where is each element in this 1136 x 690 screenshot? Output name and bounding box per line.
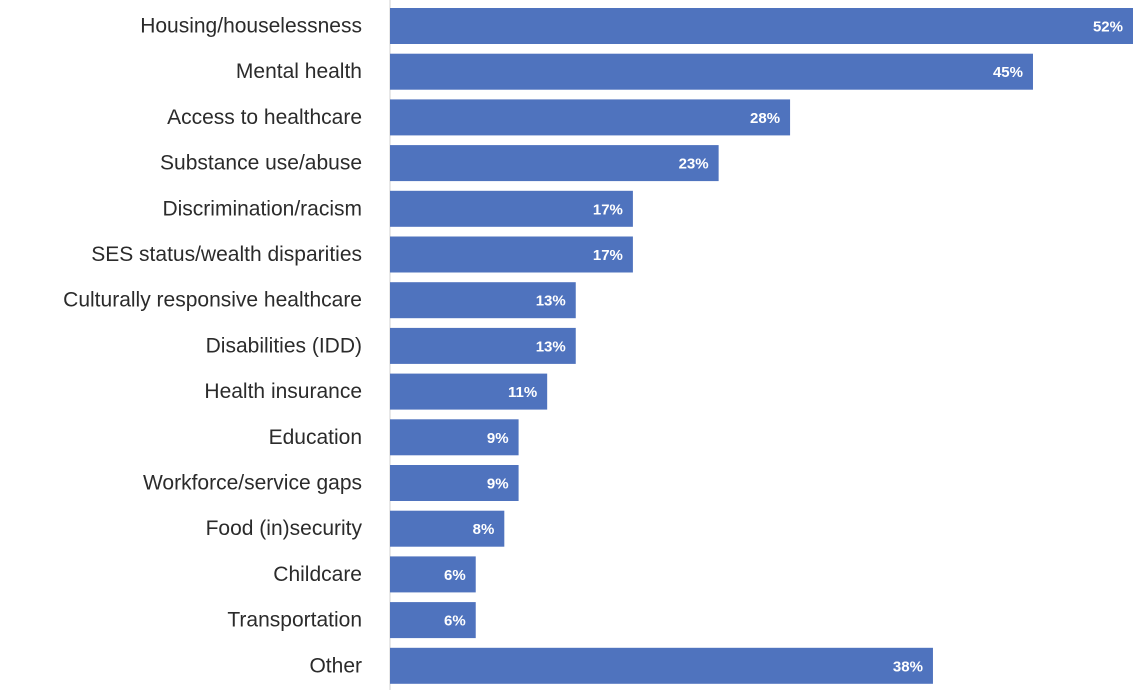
bars-group: Housing/houselessness 52% Mental health 45%… [63,8,1133,684]
bar [390,8,1133,44]
bar [390,510,505,547]
value-label: 11% [508,384,537,401]
bar [390,236,633,273]
category-label: Housing/houselessness [140,15,362,38]
category-label: Culturally responsive healthcare [63,289,362,312]
category-label: Mental health [236,60,362,83]
bar [390,465,519,501]
value-label: 8% [473,521,495,538]
value-label: 9% [487,430,509,447]
value-label: 6% [444,613,466,630]
value-label: 17% [593,201,623,218]
category-label: Access to healthcare [167,106,362,129]
value-label: 38% [893,658,923,675]
value-label: 45% [993,64,1023,81]
category-label: SES status/wealth disparities [91,243,362,266]
category-label: Health insurance [204,380,362,403]
bar [390,190,633,227]
bar [390,327,576,364]
category-label: Workforce/service gaps [143,472,362,495]
category-label: Food (in)security [206,517,363,540]
value-label: 9% [487,476,509,493]
value-label: 52% [1093,19,1123,36]
value-label: 17% [593,247,623,264]
category-label: Disabilities (IDD) [206,334,362,357]
bar [390,647,933,684]
bar [390,419,519,456]
category-label: Childcare [273,563,362,586]
category-label: Other [309,654,362,677]
bar [390,556,476,593]
value-label: 6% [444,567,466,584]
category-label: Education [269,426,362,449]
bar [390,373,548,410]
bar [390,602,476,639]
value-label: 13% [536,293,566,310]
category-label: Transportation [227,609,362,632]
value-label: 23% [679,156,709,173]
bar [390,99,791,136]
category-label: Discrimination/racism [162,197,362,220]
value-label: 13% [536,338,566,355]
bar [390,145,719,182]
category-label: Substance use/abuse [160,152,362,175]
bar [390,282,576,319]
value-label: 28% [750,110,780,127]
bar [390,53,1033,90]
